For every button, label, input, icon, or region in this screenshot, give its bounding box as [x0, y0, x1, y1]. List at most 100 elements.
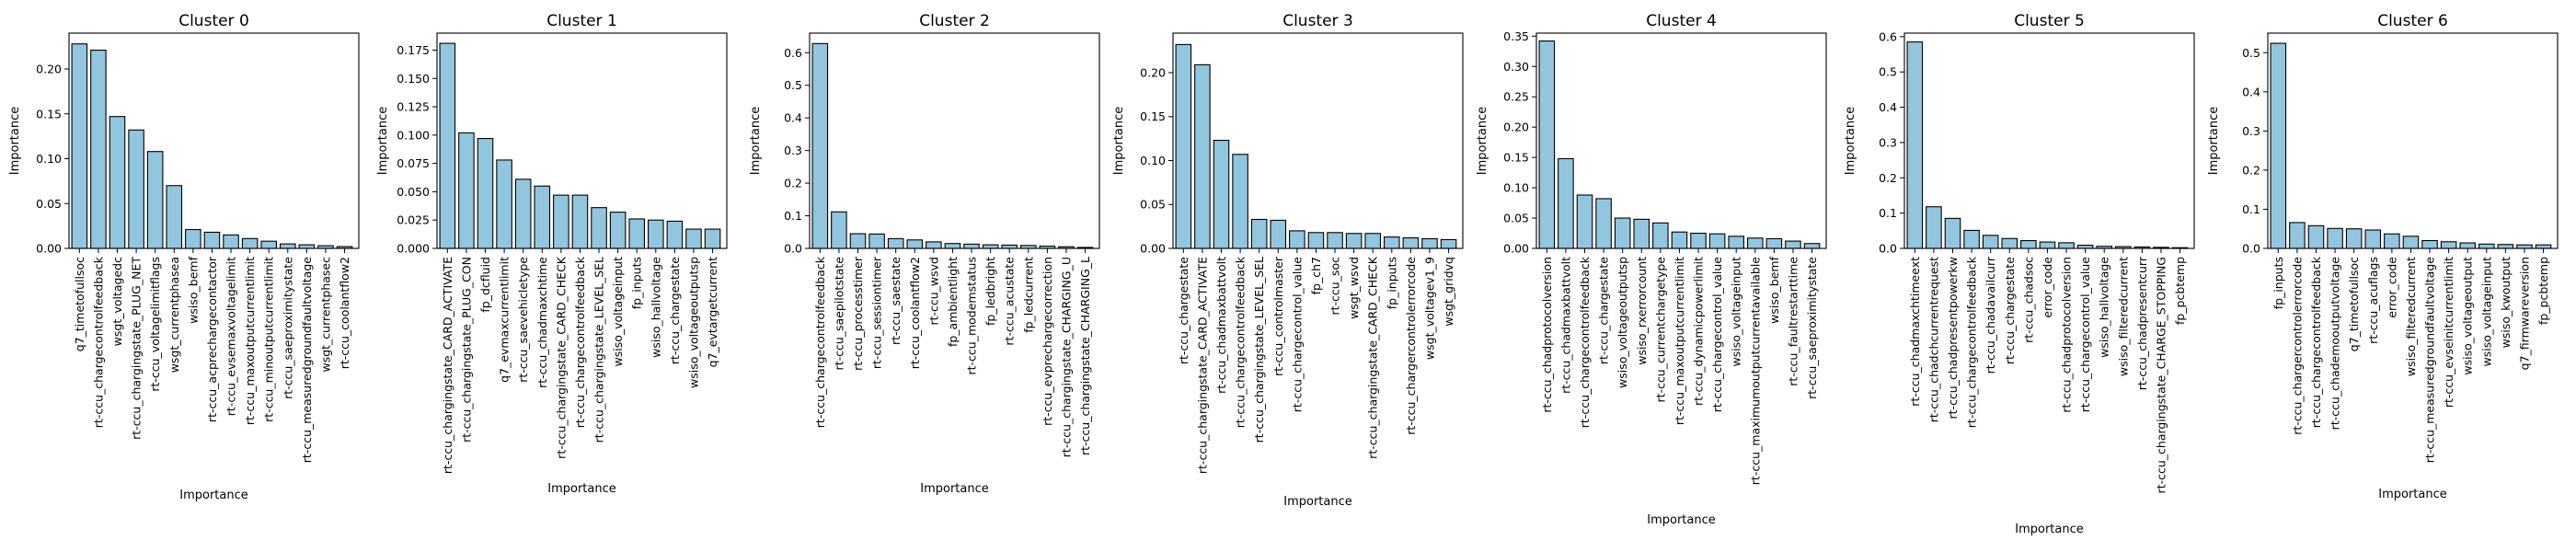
bar: [2402, 236, 2420, 249]
bar: [887, 237, 904, 249]
x-tick-label: rt-ccu_coolantflow2: [908, 257, 922, 369]
x-tick-label: rt-ccu_voltagelimitflags: [148, 257, 162, 392]
bar: [628, 218, 645, 249]
x-axis-label: Importance: [179, 489, 248, 502]
x-tick-label: rt-ccu_chargingstate_PLUG_CON: [459, 257, 473, 443]
bar: [2384, 233, 2400, 249]
x-tick-label: fp_ambientlight: [946, 257, 960, 347]
x-tick-label: rt-ccu_maximumoutputcurrentavailable: [1748, 257, 1762, 486]
plot-frame: [436, 32, 728, 249]
x-tick-label: rt-ccu_evprechargecorrection: [1041, 257, 1054, 426]
y-tick-label: 0.075: [397, 156, 430, 170]
x-tick-label: wsiso_voltageoutput: [2461, 257, 2475, 375]
bar: [260, 240, 277, 249]
y-tick-label: 0.5: [784, 78, 802, 92]
bar: [280, 243, 296, 249]
y-tick-label: 0.10: [36, 152, 62, 166]
bar: [185, 228, 201, 249]
x-tick-label: fp_ledcurrent: [1021, 257, 1035, 333]
plot-frame: [1903, 32, 2195, 249]
y-axis-label: Importance: [8, 107, 22, 176]
x-tick-label: rt-ccu_wsvd: [926, 257, 940, 326]
plot-frame: [2267, 32, 2559, 249]
bar: [90, 49, 107, 249]
chart-panel-6: Cluster 6 0.0 0.1 0.2 0.3 0.4 0.5 Importance fp_…: [2207, 12, 2559, 501]
bar: [1785, 240, 1801, 249]
x-tick-label: q7_timetofullsoc: [73, 257, 86, 351]
bar: [982, 244, 999, 249]
bar: [1963, 229, 1980, 249]
x-tick-label: rt-ccu_minoutputcurrentlimit: [262, 257, 276, 422]
bar: [1421, 237, 1438, 249]
x-tick-label: q7_evtargetcurrent: [706, 257, 719, 367]
bar: [146, 151, 164, 249]
bar: [2440, 241, 2457, 249]
x-tick-label: fp_inputs: [1385, 257, 1398, 309]
bar: [591, 207, 607, 249]
y-tick-label: 0.15: [1503, 151, 1529, 165]
y-axis-label: Importance: [1476, 107, 1489, 176]
x-tick-label: q7_firmwareversion: [2517, 257, 2531, 370]
x-tick-label: rt-ccu_saestate: [889, 257, 903, 345]
bar: [2421, 239, 2438, 249]
x-tick-label: rt-ccu_chargingstate_CHARGING_U: [1059, 257, 1073, 457]
bar: [963, 243, 980, 249]
bar: [128, 129, 144, 249]
x-tick-label: wsiso_filteredcurrent: [2404, 257, 2418, 376]
bar: [944, 243, 961, 249]
x-tick-label: rt-ccu_dynamicpowerlimit: [1692, 257, 1706, 406]
y-tick-label: 0.15: [36, 107, 62, 121]
x-tick-label: rt-ccu_currentchargetype: [1653, 257, 1667, 403]
chart-panel-2: Cluster 2 0.0 0.1 0.2 0.3 0.4 0.5 0.6 Importance…: [749, 12, 1100, 496]
x-tick-label: rt-ccu_faultrestarttime: [1786, 257, 1800, 386]
bar: [2039, 241, 2056, 249]
y-tick-label: 0.10: [1140, 154, 1166, 167]
y-tick-label: 0.0: [1879, 242, 1897, 256]
x-tick-label: rt-ccu_chargingstate_CHARGING_L: [1078, 257, 1092, 455]
bar: [109, 116, 126, 249]
y-tick-label: 0.1: [784, 209, 802, 223]
x-tick-label: error_code: [2041, 257, 2054, 318]
y-tick-label: 0.00: [1503, 242, 1529, 256]
bar: [685, 228, 702, 249]
y-tick-label: 0.050: [397, 185, 430, 199]
y-tick-label: 0.00: [36, 242, 62, 256]
y-axis-label: Importance: [1844, 107, 1857, 176]
bar: [2020, 240, 2037, 249]
x-tick-label: fp_pcbtemp: [2173, 257, 2187, 325]
x-tick-label: wsiso_hallvoltage: [2098, 257, 2111, 358]
x-tick-label: rt-ccu_chargecontrolfeedback: [91, 256, 105, 428]
x-tick-label: rt-ccu_chadavailcurr: [1984, 256, 1997, 374]
x-tick-label: rt-ccu_chargestate: [2003, 257, 2017, 364]
x-tick-label: rt-ccu_acustate: [1003, 257, 1017, 346]
x-axis-label: Importance: [547, 482, 616, 496]
bar: [458, 132, 475, 249]
y-tick-label: 0.25: [1503, 90, 1529, 104]
x-tick-label: rt-ccu_chargecontrol_value: [2078, 257, 2092, 412]
x-tick-label: rt-ccu_acprechargecontactor: [205, 256, 219, 422]
bar: [1652, 222, 1669, 249]
y-tick-label: 0.2: [784, 177, 802, 190]
bar: [868, 233, 885, 249]
bar: [2535, 244, 2552, 249]
bar: [1289, 230, 1305, 249]
bar: [1633, 218, 1650, 249]
bar: [1982, 235, 1999, 249]
bar: [1671, 231, 1688, 249]
bar: [1926, 206, 1942, 249]
bar: [241, 237, 259, 249]
x-tick-label: q7_evmaxcurrentlimit: [498, 257, 512, 383]
bar: [2516, 244, 2533, 249]
bar: [2058, 242, 2075, 249]
x-tick-label: wsgt_wsvd: [1347, 257, 1361, 319]
bar: [571, 194, 589, 249]
y-tick-label: 0.150: [397, 72, 430, 86]
x-tick-label: rt-ccu_chargestate: [1177, 257, 1190, 364]
y-tick-label: 0.3: [1879, 135, 1897, 149]
bar: [223, 234, 239, 249]
bar: [477, 137, 494, 249]
x-tick-label: wsiso_voltageoutputsp: [686, 257, 700, 388]
chart-panel-4: Cluster 4 0.00 0.05 0.10 0.15 0.20 0.25 0.30 0.3…: [1476, 12, 1827, 527]
x-tick-label: rt-ccu_chargecontrolfeedback: [1578, 256, 1592, 428]
bar: [1270, 219, 1287, 249]
